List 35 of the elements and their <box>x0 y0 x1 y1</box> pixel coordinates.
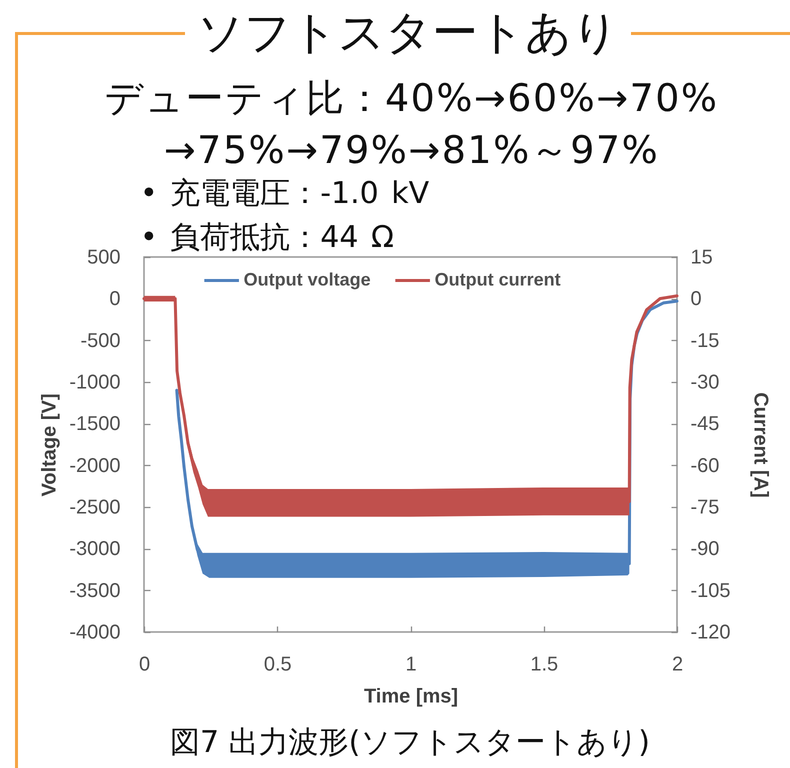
x-tick-label: 0 <box>138 654 150 676</box>
chart-subtitle: デューティ比：40%→60%→70%→75%→79%→81%～97% <box>104 76 719 172</box>
y2-tick-label: -45 <box>690 413 720 436</box>
y2-tick-label: -90 <box>690 538 720 560</box>
y2-tick-label: 0 <box>690 288 702 310</box>
chart-title: ソフトスタートあり <box>185 4 631 60</box>
text: • 負荷抵抗：44 Ω <box>140 220 394 255</box>
y-tick-label: -1500 <box>69 413 120 436</box>
x-axis-title: Time [ms] <box>364 686 458 708</box>
y-tick-label: -4000 <box>69 622 120 644</box>
x-tick-label: 1.5 <box>530 654 558 676</box>
x-tick-label: 1 <box>405 654 417 676</box>
text: • 充電電圧：-1.0 kV <box>140 176 430 211</box>
y2-tick-label: -60 <box>690 454 720 477</box>
y-tick-label: -3000 <box>69 538 120 560</box>
y-tick-label: -1000 <box>69 372 120 394</box>
x-tick-label: 2 <box>672 654 684 676</box>
legend-label: Output voltage <box>244 270 371 290</box>
caption: 図7 出力波形(ソフトスタートあり) <box>170 725 650 760</box>
y2-tick-label: -75 <box>690 496 720 518</box>
y-axis-title: Voltage [V] <box>38 394 60 496</box>
y2-tick-label: -15 <box>690 330 720 352</box>
y2-tick-label: -120 <box>690 622 731 644</box>
y-tick-label: -3500 <box>69 580 120 602</box>
x-tick-label: 0.5 <box>264 654 292 676</box>
y-tick-label: -500 <box>80 330 120 352</box>
y2-tick-label: 15 <box>690 246 713 268</box>
y-tick-label: 500 <box>87 246 120 268</box>
y-tick-label: 0 <box>109 288 120 310</box>
y2-axis-title: Current [A] <box>750 392 772 498</box>
y2-tick-label: -30 <box>690 372 720 394</box>
y-tick-label: -2500 <box>69 496 120 518</box>
y-tick-label: -2000 <box>69 454 120 477</box>
y2-tick-label: -105 <box>690 580 731 602</box>
legend-label: Output current <box>434 270 561 290</box>
